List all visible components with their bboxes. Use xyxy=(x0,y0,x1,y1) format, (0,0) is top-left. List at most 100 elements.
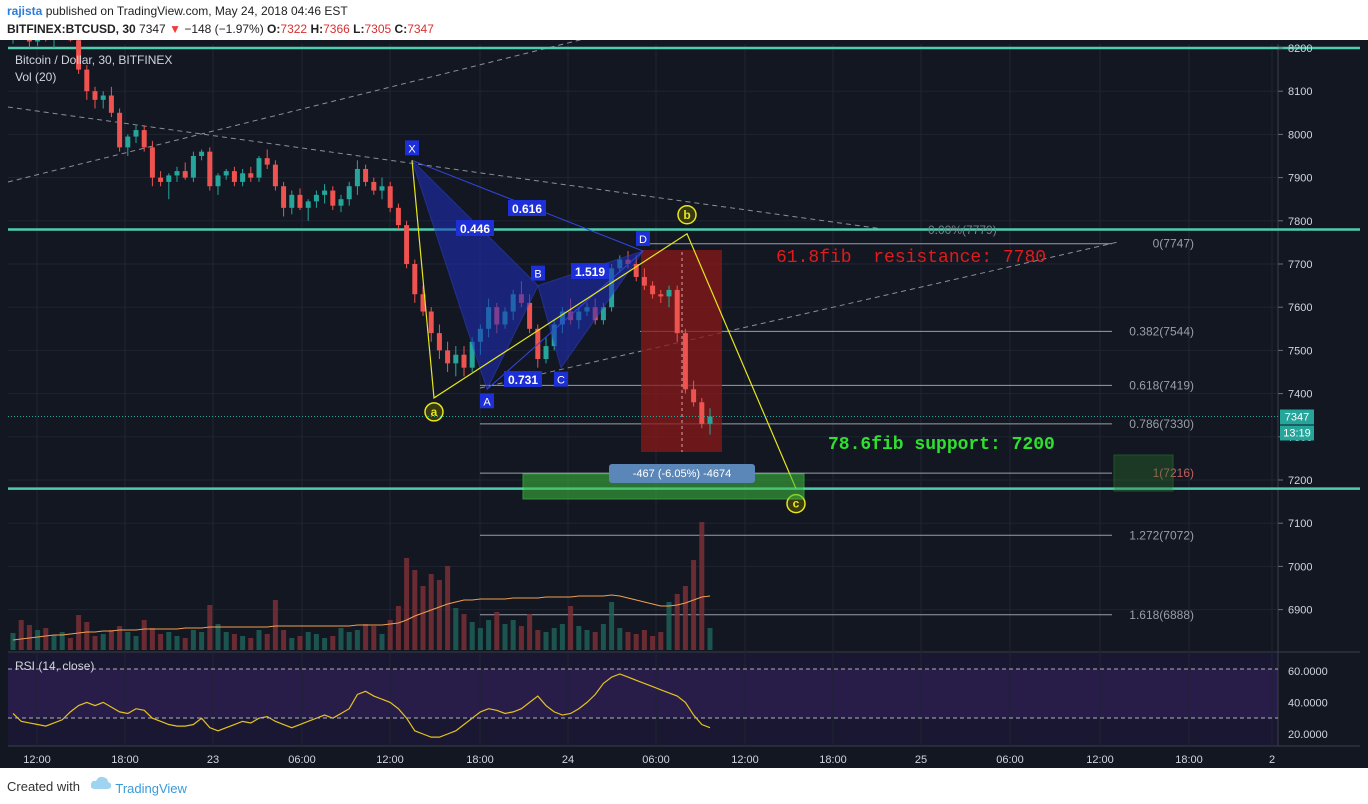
volume-bar xyxy=(633,634,639,650)
time-tick-label: 18:00 xyxy=(819,754,847,766)
harmonic-ratio-box xyxy=(504,371,542,387)
chart-canvas[interactable]: 0(7747) 0.382(7544) 0.618(7419) 0.786(7330)… xyxy=(0,22,1368,768)
high-label: H: xyxy=(310,22,324,36)
candle-body xyxy=(469,341,475,368)
candle-body xyxy=(453,354,459,364)
last-price-badge-text: 7347 xyxy=(1285,411,1309,423)
candle-body xyxy=(666,289,672,297)
trend-lines xyxy=(7,34,1119,389)
volume-bar xyxy=(100,634,106,650)
volume-bar xyxy=(92,636,98,650)
candle-body xyxy=(363,168,369,182)
candle-body xyxy=(207,151,213,187)
volume-bar xyxy=(486,620,492,650)
volume-bar xyxy=(428,574,434,650)
volume-bar xyxy=(371,626,377,650)
volume-bar xyxy=(67,638,73,650)
candle-body xyxy=(272,164,278,187)
volume-bar xyxy=(272,600,278,650)
candle-body xyxy=(600,307,606,321)
volume-bar xyxy=(559,624,565,650)
volume-bar xyxy=(108,630,114,650)
harmonic-point-c xyxy=(554,371,568,387)
candle-body xyxy=(117,112,123,148)
time-tick-label: 18:00 xyxy=(111,754,139,766)
volume-bar xyxy=(641,630,647,650)
volume-bar xyxy=(231,634,237,650)
volume-bar xyxy=(215,624,221,650)
harmonic-point-b xyxy=(531,265,545,281)
harmonic-ratio: 0.446 xyxy=(460,222,490,236)
volume-bar xyxy=(141,620,147,650)
volume-bar xyxy=(281,630,287,650)
volume-bar xyxy=(35,630,41,650)
candle-body xyxy=(264,158,270,165)
candle-body xyxy=(108,95,114,113)
candle-body xyxy=(141,130,147,148)
candle-body xyxy=(100,95,106,100)
author-link[interactable]: rajista xyxy=(7,4,43,18)
fib-level-label: 1.618(6888) xyxy=(1129,608,1194,622)
price-tick-label: 7100 xyxy=(1288,518,1312,530)
volume-bar xyxy=(166,632,172,650)
candle-body xyxy=(379,186,385,191)
volume-bar xyxy=(609,602,615,650)
price-tick-label: 7700 xyxy=(1288,259,1312,271)
publish-text: published on TradingView.com, May 24, 20… xyxy=(45,4,348,18)
candle-body xyxy=(26,37,32,42)
candle-body xyxy=(527,302,533,329)
volume-bar xyxy=(363,624,369,650)
volume-bar xyxy=(395,606,401,650)
volume-bar xyxy=(568,606,574,650)
candle-body xyxy=(256,158,262,178)
price-tick-label: 7200 xyxy=(1288,475,1312,487)
candle-body xyxy=(125,136,131,148)
volume-bar xyxy=(404,558,410,650)
volume-bar xyxy=(707,628,713,650)
candle-body xyxy=(371,181,377,191)
volume-bar xyxy=(518,626,524,650)
measure-label-box xyxy=(609,464,755,483)
tradingview-label: TradingView xyxy=(115,781,187,796)
rsi-line xyxy=(12,673,711,738)
price-tick-label: 7500 xyxy=(1288,345,1312,357)
open-value: 7322 xyxy=(280,22,308,36)
time-tick-label: 24 xyxy=(562,754,574,766)
volume-bar xyxy=(313,634,319,650)
volume-bar xyxy=(650,636,656,650)
volume-bar xyxy=(51,635,57,650)
volume-bar xyxy=(18,620,24,650)
candle-body xyxy=(35,32,41,42)
volume-bar xyxy=(199,632,205,650)
price-tick-label: 7600 xyxy=(1288,302,1312,314)
volume-bar xyxy=(502,624,508,650)
candle-body xyxy=(436,333,442,351)
symbol-label: BITFINEX:BTCUSD, 30 xyxy=(7,22,136,36)
countdown-badge-text: 13:19 xyxy=(1283,427,1311,439)
volume-legend: Vol (20) xyxy=(15,70,56,84)
candle-body xyxy=(322,190,328,195)
abc-wave-line xyxy=(411,160,797,489)
harmonic-label: D xyxy=(639,234,647,246)
volume-bar xyxy=(322,638,328,650)
harmonic-ratio: 0.731 xyxy=(508,373,538,387)
volume-bar xyxy=(289,638,295,650)
fib-target-box xyxy=(1113,454,1174,492)
candle-body xyxy=(297,194,303,208)
time-tick-label: 2 xyxy=(1269,754,1275,766)
candle-body xyxy=(84,69,90,92)
created-with-text: Created with xyxy=(7,779,80,794)
chart-area[interactable]: 0(7747) 0.382(7544) 0.618(7419) 0.786(7330)… xyxy=(0,22,1368,768)
tradingview-link[interactable]: TradingView xyxy=(90,776,187,796)
candle-body xyxy=(658,294,664,297)
volume-bar xyxy=(674,594,680,650)
candle-body xyxy=(248,173,254,178)
volume-bar xyxy=(133,636,139,650)
volume-bar xyxy=(158,634,164,650)
candle-body xyxy=(641,276,647,286)
candle-body xyxy=(674,289,680,334)
fib-level-label: 1.272(7072) xyxy=(1129,528,1194,542)
volume-bar xyxy=(666,602,672,650)
volume-bar xyxy=(420,586,426,650)
volume-bar xyxy=(256,630,262,650)
